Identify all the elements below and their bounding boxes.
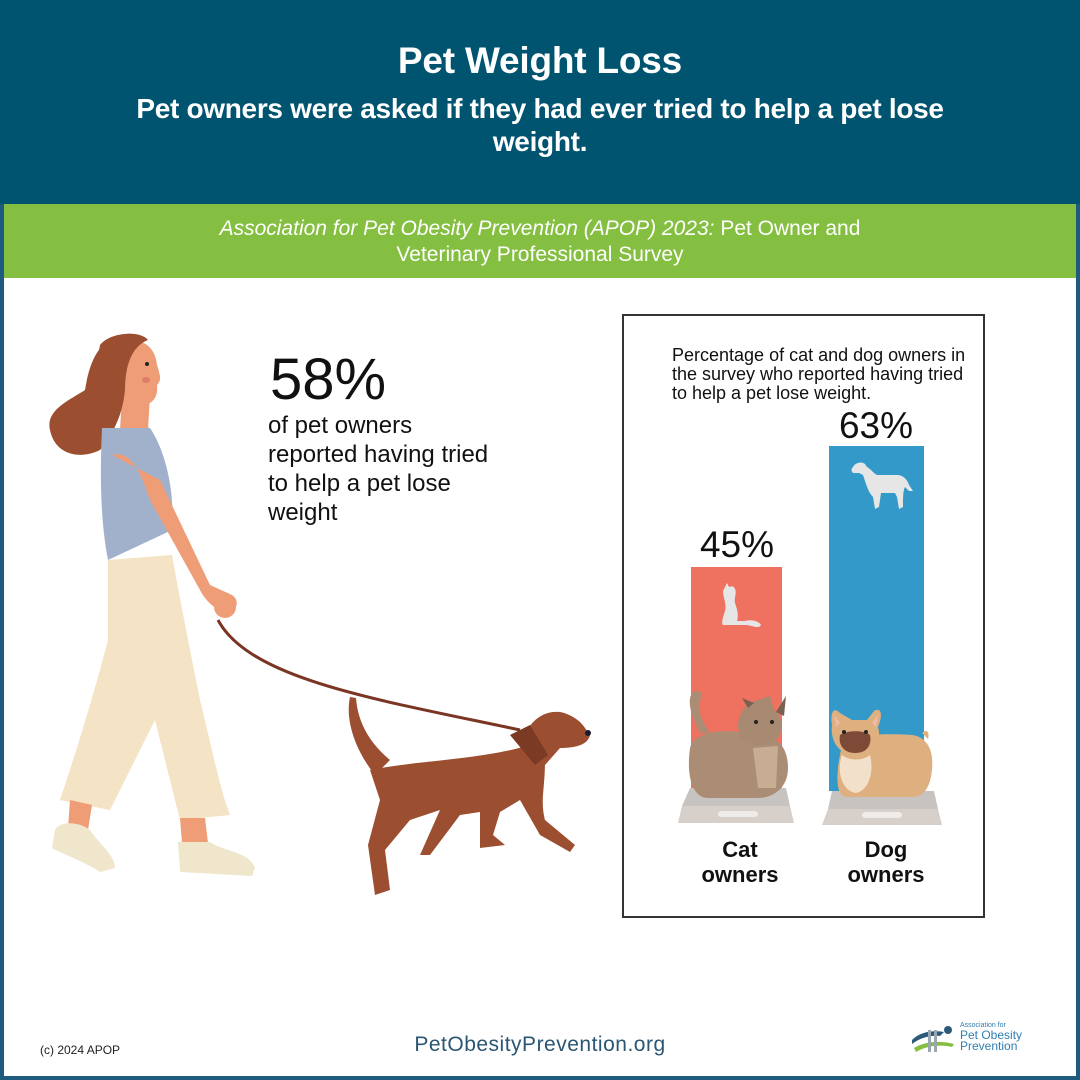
category-label-cat-line1: Cat <box>722 837 758 862</box>
category-label-dog-line1: Dog <box>864 837 908 862</box>
page-title: Pet Weight Loss <box>397 40 683 81</box>
website-link[interactable]: PetObesityPrevention.org <box>414 1033 666 1056</box>
headline-stat-description: of pet owners reported having tried to h… <box>268 412 489 526</box>
bar-value-cat: 45% <box>699 524 775 565</box>
cat-silhouette-icon <box>722 583 761 628</box>
bar-value-dog: 63% <box>838 405 914 446</box>
copyright: (c) 2024 APOP <box>40 1043 121 1057</box>
logo-text: Association for Pet Obesity Prevention <box>960 1022 1022 1052</box>
woman-walking-dog-illustration <box>49 333 591 895</box>
logo-line2: Pet Obesity <box>960 1028 1023 1042</box>
source-band: Association for Pet Obesity Prevention (… <box>4 204 1076 278</box>
category-label-cat-line2: owners <box>701 862 779 887</box>
logo-line1: Association for <box>960 1022 1006 1029</box>
header: Pet Weight Loss Pet owners were asked if… <box>0 0 1080 204</box>
source-survey-line2: Veterinary Professional Survey <box>396 243 684 266</box>
headline-stat-value: 58% <box>270 347 387 412</box>
category-label-dog: Dog owners <box>826 837 946 887</box>
chart-caption: Percentage of cat and dog owners in the … <box>672 345 966 403</box>
category-label-cat: Cat owners <box>680 837 800 887</box>
dog-silhouette-icon <box>851 462 913 509</box>
bulldog-on-scale-illustration <box>822 709 942 825</box>
source-survey: Pet Owner and <box>714 217 861 240</box>
apop-logo: Association for Pet Obesity Prevention <box>910 1020 1040 1056</box>
category-label-dog-line2: owners <box>847 862 925 887</box>
chart-container <box>622 314 985 918</box>
apop-logo-icon <box>912 1026 954 1052</box>
page-subtitle: Pet owners were asked if they had ever t… <box>136 93 944 157</box>
cat-on-scale-illustration <box>678 690 794 823</box>
logo-line3: Prevention <box>960 1039 1018 1053</box>
source-org: Association for Pet Obesity Prevention (… <box>219 217 715 240</box>
